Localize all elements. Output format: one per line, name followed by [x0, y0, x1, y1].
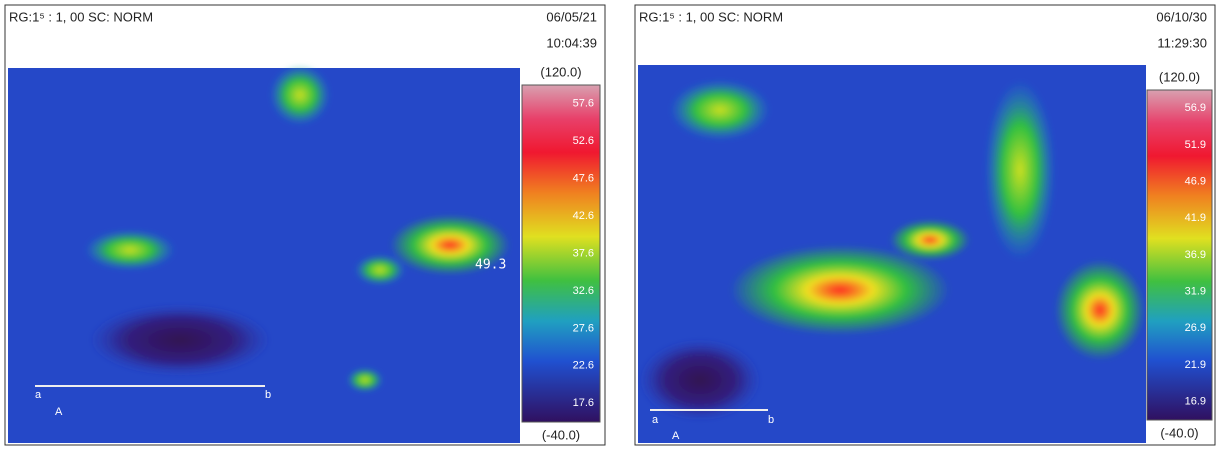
scale-label: 57.6: [573, 98, 594, 110]
date: 06/10/30: [1156, 9, 1207, 24]
scale-max: (120.0): [1159, 69, 1200, 84]
scale-min: (-40.0): [1160, 425, 1198, 440]
scale-label: 47.6: [573, 173, 594, 185]
thermal-spots: [640, 80, 1145, 420]
header: RG:1⁵ : 1, 00 SC: NORM: [9, 9, 153, 24]
measure-label: b: [265, 389, 271, 401]
measure-label: b: [768, 414, 774, 426]
thermal-spots: [85, 65, 510, 392]
scale-label: 21.9: [1185, 359, 1206, 371]
spot-label: 49.3: [475, 258, 506, 273]
scale-max: (120.0): [540, 64, 581, 79]
scale-label: 56.9: [1185, 102, 1206, 114]
scale-label: 31.9: [1185, 286, 1206, 298]
scale-label: 17.6: [573, 397, 594, 409]
scale-label: 36.9: [1185, 249, 1206, 261]
scale-label: 32.6: [573, 285, 594, 297]
color-scale: [1146, 89, 1213, 421]
scale-label: 26.9: [1185, 322, 1206, 334]
measure-label: A: [672, 430, 680, 442]
scale-label: 46.9: [1185, 176, 1206, 188]
scale-label: 37.6: [573, 247, 594, 259]
scale-label: 51.9: [1185, 139, 1206, 151]
time: 11:29:30: [1157, 35, 1207, 50]
time: 10:04:39: [546, 35, 597, 50]
scale-label: 22.6: [573, 360, 594, 372]
scale-label: 42.6: [573, 210, 594, 222]
color-scale: [521, 84, 601, 423]
scale-label: 41.9: [1185, 212, 1206, 224]
scale-label: 16.9: [1185, 396, 1206, 408]
scale-label: 27.6: [573, 322, 594, 334]
date: 06/05/21: [546, 9, 597, 24]
measure-label: a: [652, 414, 659, 426]
scale-min: (-40.0): [542, 427, 580, 442]
header: RG:1⁵ : 1, 00 SC: NORM: [639, 9, 783, 24]
scale-label: 52.6: [573, 135, 594, 147]
measure-label: a: [35, 389, 42, 401]
measure-label: A: [55, 406, 63, 418]
